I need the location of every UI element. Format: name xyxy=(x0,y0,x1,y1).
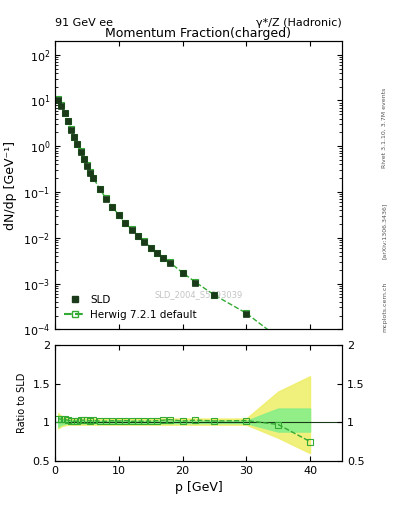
Title: Momentum Fraction(charged): Momentum Fraction(charged) xyxy=(105,27,292,40)
Y-axis label: dN/dp [GeV⁻¹]: dN/dp [GeV⁻¹] xyxy=(4,141,17,230)
Text: 91 GeV ee: 91 GeV ee xyxy=(55,18,113,28)
Text: Rivet 3.1.10, 3.7M events: Rivet 3.1.10, 3.7M events xyxy=(382,88,387,168)
X-axis label: p [GeV]: p [GeV] xyxy=(174,481,222,494)
Legend: SLD, Herwig 7.2.1 default: SLD, Herwig 7.2.1 default xyxy=(60,291,201,324)
Text: mcplots.cern.ch: mcplots.cern.ch xyxy=(382,282,387,332)
Text: γ*/Z (Hadronic): γ*/Z (Hadronic) xyxy=(256,18,342,28)
Text: SLD_2004_S5693039: SLD_2004_S5693039 xyxy=(154,290,242,299)
Y-axis label: Ratio to SLD: Ratio to SLD xyxy=(17,373,27,433)
Text: [arXiv:1306.3436]: [arXiv:1306.3436] xyxy=(382,202,387,259)
